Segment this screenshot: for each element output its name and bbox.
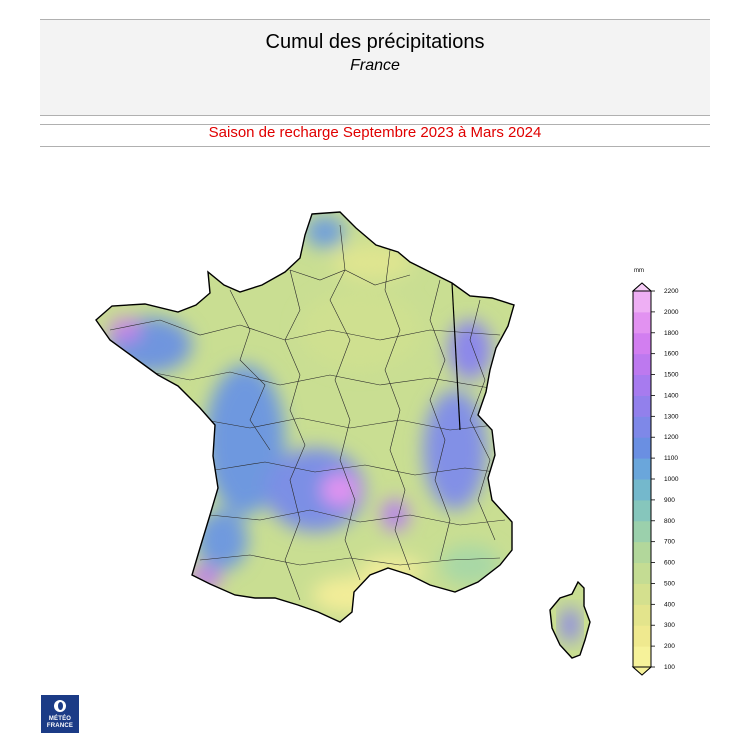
legend-swatch bbox=[633, 311, 651, 334]
legend-swatch bbox=[633, 541, 651, 564]
cell-roussillon-dry bbox=[312, 577, 388, 613]
period-label: Saison de recharge Septembre 2023 à Mars… bbox=[208, 124, 542, 141]
cell-north bbox=[332, 244, 412, 280]
cell-corsica-peak bbox=[560, 607, 580, 643]
map-subtitle: France bbox=[350, 57, 400, 74]
precipitation-field bbox=[108, 216, 500, 613]
legend-swatch bbox=[633, 520, 651, 543]
legend-swatch bbox=[633, 332, 651, 355]
france-mainland bbox=[96, 212, 514, 622]
legend-unit: mm bbox=[634, 268, 644, 274]
legend-tick-label: 1400 bbox=[664, 392, 679, 399]
title-panel: Cumul des précipitations France bbox=[40, 19, 710, 116]
legend-swatch bbox=[633, 458, 651, 480]
cell-landes bbox=[196, 510, 248, 570]
legend-swatch bbox=[633, 437, 651, 459]
legend-swatch bbox=[633, 604, 651, 626]
logo-text-line2: FRANCE bbox=[46, 723, 74, 729]
cell-cevennes bbox=[381, 499, 409, 531]
cell-centre bbox=[300, 290, 420, 370]
department-boundaries bbox=[109, 224, 506, 601]
legend-tick-label: 2000 bbox=[664, 309, 679, 316]
legend-cap-top bbox=[631, 282, 653, 292]
divider-top bbox=[40, 124, 710, 125]
legend-tick-label: 1600 bbox=[664, 351, 679, 358]
legend-swatch bbox=[633, 353, 651, 376]
cell-alps bbox=[423, 390, 487, 510]
color-legend: 100 200 300 400 500 600 700 800 900 1000 1100 1200 1… bbox=[631, 282, 679, 676]
legend-swatch bbox=[633, 499, 651, 522]
legend-tick-label: 1100 bbox=[664, 455, 678, 462]
legend-tick-label: 1200 bbox=[664, 434, 679, 441]
cell-north-coast bbox=[305, 216, 345, 248]
meteo-france-logo: MÉTÉO FRANCE bbox=[41, 695, 79, 733]
legend-tick-label: 1300 bbox=[664, 413, 679, 420]
legend-swatch bbox=[633, 374, 651, 396]
legend-swatch bbox=[633, 583, 651, 605]
legend-tick-label: 1000 bbox=[664, 476, 679, 483]
legend-tick-label: 1800 bbox=[664, 330, 679, 337]
logo-icon bbox=[54, 700, 66, 712]
logo-text-line1: MÉTÉO bbox=[48, 716, 72, 722]
legend-tick-label: 900 bbox=[664, 497, 675, 504]
regional-boundary bbox=[451, 282, 461, 431]
legend-swatch bbox=[633, 291, 651, 313]
legend-tick-label: 400 bbox=[664, 601, 675, 608]
legend-tick-label: 700 bbox=[664, 539, 675, 546]
cell-provence bbox=[440, 545, 500, 585]
legend-swatch bbox=[633, 625, 651, 647]
cell-massif-peak bbox=[322, 474, 358, 506]
legend-swatch bbox=[633, 646, 651, 668]
legend-swatch bbox=[633, 562, 651, 584]
legend-tick-label: 2200 bbox=[664, 288, 679, 295]
map-title: Cumul des précipitations bbox=[265, 31, 485, 53]
legend-tick-label: 200 bbox=[664, 643, 675, 650]
cell-brittany-peak bbox=[109, 318, 141, 342]
legend-tick-label: 500 bbox=[664, 580, 675, 587]
legend-tick-label: 1500 bbox=[664, 372, 679, 379]
legend-swatch bbox=[633, 416, 651, 438]
cell-vosges bbox=[448, 320, 492, 380]
corsica-field bbox=[560, 607, 580, 643]
legend-cap-bottom bbox=[631, 666, 653, 676]
cell-atlantic bbox=[205, 365, 285, 515]
legend-tick-label: 600 bbox=[664, 560, 675, 567]
legend-tick-label: 100 bbox=[664, 664, 675, 671]
corsica bbox=[550, 582, 590, 658]
divider-bottom bbox=[40, 146, 710, 147]
legend-swatch bbox=[633, 479, 651, 501]
legend-swatch bbox=[633, 395, 651, 417]
legend-tick-label: 800 bbox=[664, 518, 675, 525]
legend-tick-label: 300 bbox=[664, 622, 675, 629]
cell-massif-central bbox=[265, 448, 365, 532]
